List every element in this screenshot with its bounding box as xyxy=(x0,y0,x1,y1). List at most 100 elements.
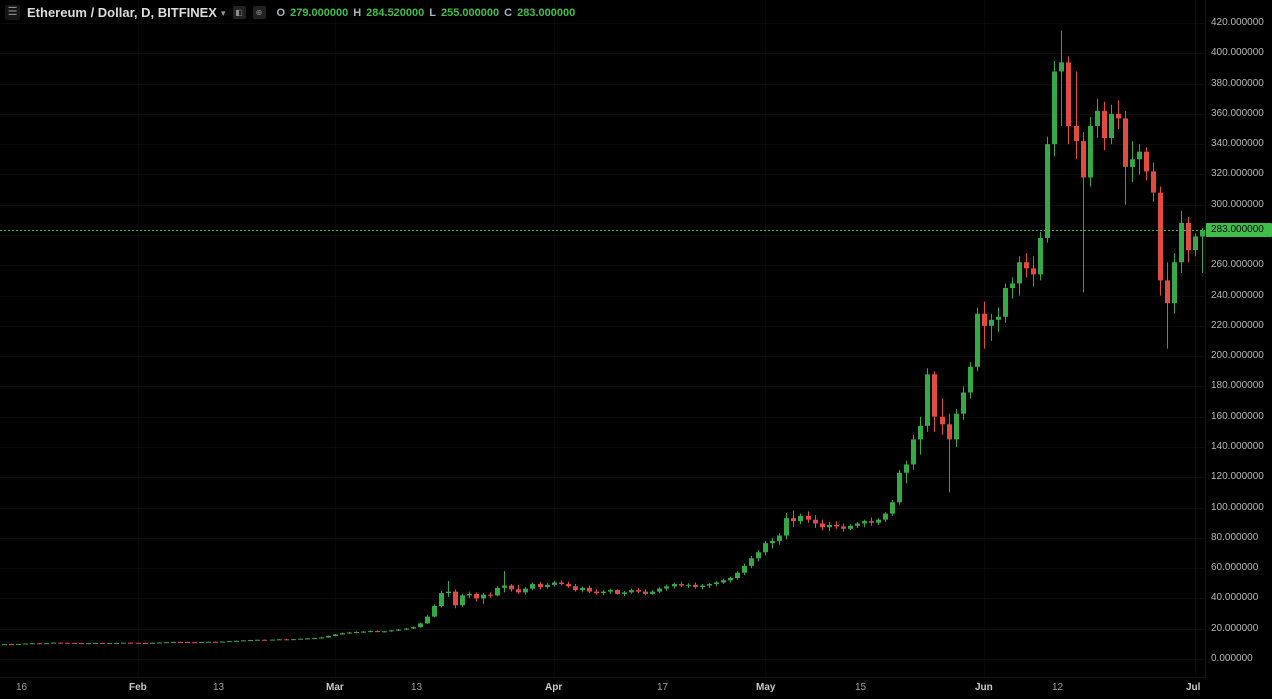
candle-body xyxy=(883,513,888,520)
last-price-badge: 283.000000 xyxy=(1206,223,1272,238)
price-tick-label: 180.000000 xyxy=(1211,380,1264,392)
candle-body xyxy=(30,643,35,645)
candle-body xyxy=(545,584,550,588)
candle-body xyxy=(72,642,77,644)
candlestick-chart[interactable] xyxy=(0,0,1206,677)
candle-body xyxy=(432,606,437,617)
candle-body xyxy=(1109,113,1114,139)
candle-body xyxy=(460,595,465,606)
candle-body xyxy=(1081,141,1086,178)
time-tick-label: May xyxy=(756,682,776,693)
candle-body xyxy=(382,631,387,633)
price-tick-label: 340.000000 xyxy=(1211,138,1264,150)
price-tick-label: 80.000000 xyxy=(1211,531,1259,543)
price-tick-label: 160.000000 xyxy=(1211,410,1264,422)
candle-body xyxy=(1074,125,1079,142)
candle-body xyxy=(827,524,832,528)
candle-body xyxy=(601,591,606,594)
candle-body xyxy=(107,643,112,645)
time-axis[interactable]: 16 Feb 13 Mar 13 Apr 17 May 15 Jun 12 Jul xyxy=(0,677,1206,699)
candle-body xyxy=(368,631,373,633)
menu-icon[interactable]: ☰ xyxy=(5,5,20,20)
candle-body xyxy=(784,518,789,536)
candle-body xyxy=(523,588,528,593)
candle-body xyxy=(255,639,260,641)
candle-body xyxy=(841,526,846,529)
candle-body xyxy=(79,643,84,645)
candle-body xyxy=(940,416,945,425)
time-tick-label: 17 xyxy=(657,682,669,693)
candle-body xyxy=(305,638,310,640)
candle-body xyxy=(594,591,599,594)
time-tick-label: 16 xyxy=(16,682,28,693)
low-value: 255.000000 xyxy=(441,6,500,19)
price-tick-label: 260.000000 xyxy=(1211,259,1264,271)
time-tick-label: 15 xyxy=(855,682,867,693)
candle-body xyxy=(897,472,902,503)
candle-body xyxy=(291,639,296,641)
candle-body xyxy=(855,523,860,526)
time-tick-label: 12 xyxy=(1052,682,1064,693)
candle-body xyxy=(636,590,641,592)
candle-body xyxy=(869,521,874,523)
candle-body xyxy=(100,642,105,644)
candle-body xyxy=(650,591,655,594)
candle-body xyxy=(791,518,796,522)
candle-body xyxy=(340,633,345,635)
candle-body xyxy=(756,552,761,559)
time-tick-label: Mar xyxy=(326,682,344,693)
candle-body xyxy=(150,642,155,644)
candle-body xyxy=(876,519,881,523)
candle-body xyxy=(559,582,564,585)
candle-body xyxy=(1165,280,1170,304)
candle-body xyxy=(530,584,535,589)
candle-body xyxy=(2,644,7,646)
candle-body xyxy=(770,540,775,544)
candle-body xyxy=(446,591,451,594)
candle-body xyxy=(834,524,839,527)
candle-body xyxy=(9,644,14,646)
candle-body xyxy=(989,319,994,326)
candle-body xyxy=(1017,262,1022,284)
candle-body xyxy=(848,525,853,529)
candle-body xyxy=(1102,110,1107,139)
candle-body xyxy=(1193,236,1198,251)
candle-body xyxy=(954,413,959,440)
candle-body xyxy=(396,629,401,631)
candle-body xyxy=(467,593,472,596)
candle-body xyxy=(672,584,677,587)
candle-body xyxy=(911,439,916,465)
price-tick-label: 100.000000 xyxy=(1211,501,1264,513)
candle-body xyxy=(234,640,239,642)
candle-body xyxy=(439,593,444,606)
candle-body xyxy=(975,313,980,367)
candle-body xyxy=(552,582,557,585)
price-axis[interactable]: 283.000000 0.000000 20.000000 40.000000 60.… xyxy=(1205,0,1272,677)
symbol-title-button[interactable]: Ethereum / Dollar, D, BITFINEX ▾ xyxy=(27,5,226,20)
candle-body xyxy=(354,632,359,634)
price-tick-label: 240.000000 xyxy=(1211,289,1264,301)
chart-header: ☰ Ethereum / Dollar, D, BITFINEX ▾ ◧ ⊕ O… xyxy=(5,5,575,20)
candle-body xyxy=(1137,151,1142,160)
high-label: H xyxy=(353,6,362,19)
candle-body xyxy=(298,638,303,640)
price-tick-label: 60.000000 xyxy=(1211,562,1259,574)
candle-body xyxy=(573,586,578,591)
price-tick-label: 400.000000 xyxy=(1211,47,1264,59)
candle-body xyxy=(1144,151,1149,172)
candle-body xyxy=(51,642,56,644)
candle-body xyxy=(982,313,987,326)
candle-body xyxy=(418,623,423,628)
candle-body xyxy=(16,644,21,646)
chart-properties-icon[interactable]: ◧ xyxy=(232,6,246,19)
candle-body xyxy=(608,590,613,592)
candle-body xyxy=(44,643,49,645)
candle-body xyxy=(813,519,818,524)
candle-body xyxy=(1003,288,1008,317)
candle-body xyxy=(375,631,380,633)
candle-body xyxy=(333,634,338,636)
candle-body xyxy=(580,587,585,591)
compare-icon[interactable]: ⊕ xyxy=(252,6,266,19)
candle-body xyxy=(425,616,430,624)
candle-body xyxy=(37,643,42,645)
